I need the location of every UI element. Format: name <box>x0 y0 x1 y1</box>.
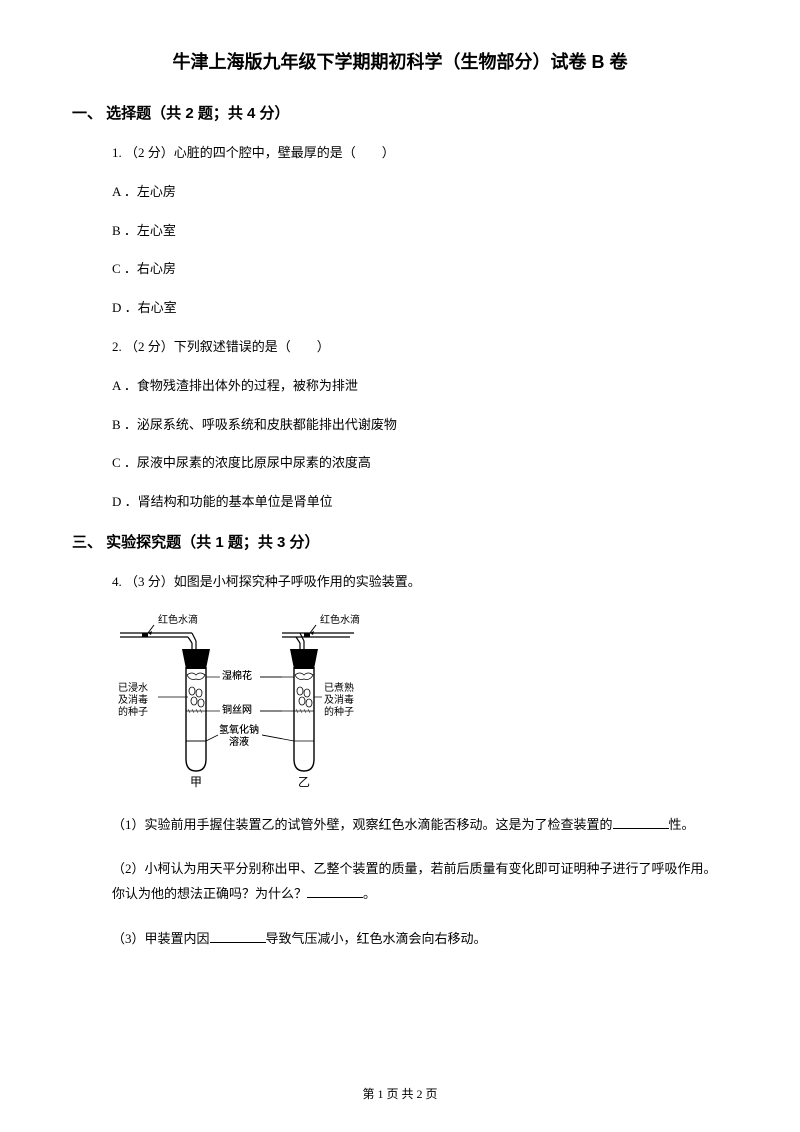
page-footer: 第 1 页 共 2 页 <box>0 1085 800 1102</box>
diagram-left-seed-3: 的种子 <box>118 705 148 718</box>
q4-sub2-b: 。 <box>363 886 376 901</box>
blank-3[interactable] <box>210 930 266 943</box>
q2-stem: 2. （2 分）下列叙述错误的是（ ） <box>112 337 728 358</box>
section-1-heading: 一、 选择题（共 2 题；共 4 分） <box>72 102 728 123</box>
diagram-label-yi: 乙 <box>298 775 310 789</box>
q2-opt-d: D ．肾结构和功能的基本单位是肾单位 <box>112 492 728 513</box>
q1-stem: 1. （2 分）心脏的四个腔中，壁最厚的是（ ） <box>112 143 728 164</box>
q4-sub2: （2）小柯认为用天平分别称出甲、乙整个装置的质量，若前后质量有变化即可证明种子进… <box>112 857 728 906</box>
q4-sub3-a: （3）甲装置内因 <box>112 931 210 946</box>
q4-sub2-a: （2）小柯认为用天平分别称出甲、乙整个装置的质量，若前后质量有变化即可证明种子进… <box>112 861 717 901</box>
diagram-mid-3b: 氢氧化钠 <box>219 723 259 736</box>
q1-opt-a: A ．左心房 <box>112 182 728 203</box>
diagram-mid-1b: 湿棉花 <box>222 669 252 682</box>
section-3-heading: 三、 实验探究题（共 1 题；共 3 分） <box>72 531 728 552</box>
q4-sub3: （3）甲装置内因 导致气压减小，红色水滴会向右移动。 <box>112 927 728 952</box>
q4-sub1: （1）实验前用手握住装置乙的试管外壁，观察红色水滴能否移动。这是为了检查装置的 性… <box>112 813 728 838</box>
q4-sub1-b: 性。 <box>669 817 695 832</box>
diagram-right-seed-3: 的种子 <box>324 705 354 718</box>
experiment-diagram: 红色水滴 甲 已浸水 及消毒 的种子 湿棉花 铜丝网 氢氧化钠 溶液 红色水滴 <box>112 611 728 791</box>
q4-stem: 4. （3 分）如图是小柯探究种子呼吸作用的实验装置。 <box>112 572 728 593</box>
q2-opt-c: C ．尿液中尿素的浓度比原尿中尿素的浓度高 <box>112 453 728 474</box>
blank-2[interactable] <box>307 885 363 898</box>
diagram-right-seed-1: 已煮熟 <box>324 681 354 694</box>
q1-opt-c: C ．右心房 <box>112 259 728 280</box>
diagram-left-seed-1: 已浸水 <box>118 682 148 694</box>
diagram-label-jia: 甲 <box>190 775 202 789</box>
q2-opt-a: A ．食物残渣排出体外的过程，被称为排泄 <box>112 376 728 397</box>
blank-1[interactable] <box>613 816 669 829</box>
diagram-label-top-left: 红色水滴 <box>158 613 198 626</box>
q1-opt-b: B ．左心室 <box>112 221 728 242</box>
diagram-mid-4b: 溶液 <box>229 735 249 748</box>
q4-sub1-a: （1）实验前用手握住装置乙的试管外壁，观察红色水滴能否移动。这是为了检查装置的 <box>112 817 613 832</box>
q4-sub3-b: 导致气压减小，红色水滴会向右移动。 <box>266 931 487 946</box>
diagram-right-seed-2: 及消毒 <box>324 693 354 706</box>
page-title: 牛津上海版九年级下学期期初科学（生物部分）试卷 B 卷 <box>72 48 728 74</box>
diagram-left-seed-2: 及消毒 <box>118 693 148 706</box>
diagram-mid-2b: 铜丝网 <box>222 704 252 716</box>
q2-opt-b: B ．泌尿系统、呼吸系统和皮肤都能排出代谢废物 <box>112 415 728 436</box>
q1-opt-d: D ．右心室 <box>112 298 728 319</box>
diagram-label-top-right2: 红色水滴 <box>320 613 360 626</box>
